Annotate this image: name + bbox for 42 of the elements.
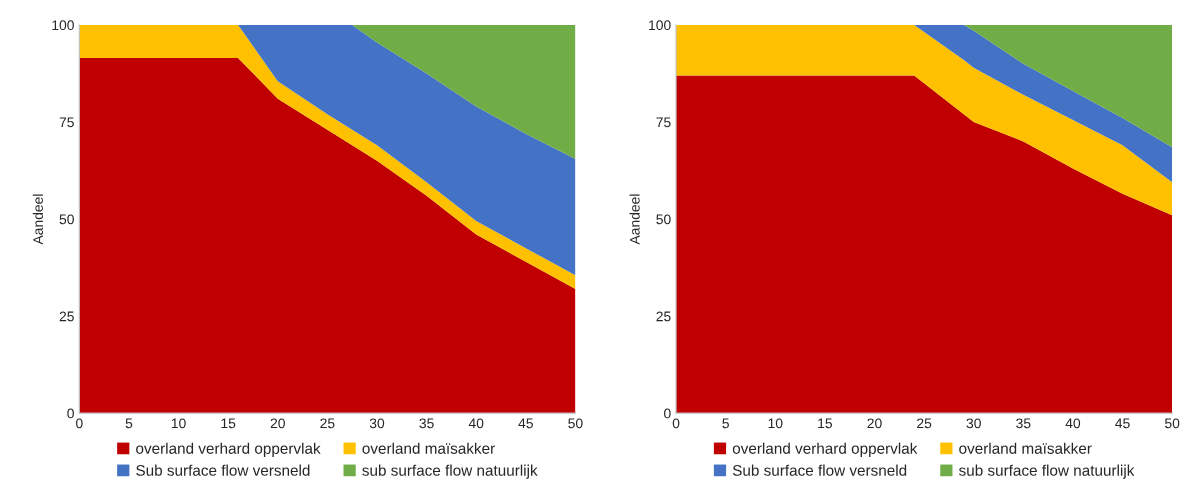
x-tick-label: 50 bbox=[568, 418, 583, 429]
x-tick-label: 20 bbox=[867, 418, 882, 429]
x-tick-label: 0 bbox=[672, 418, 680, 429]
y-axis-title: Aandeel bbox=[32, 194, 43, 245]
x-tick-label: 35 bbox=[1016, 418, 1031, 429]
x-tick-label: 50 bbox=[1164, 418, 1180, 429]
y-tick-label: 25 bbox=[59, 311, 74, 322]
y-tick-label: 0 bbox=[67, 408, 74, 419]
x-tick-label: 10 bbox=[768, 418, 783, 429]
legend-label: overland verhard oppervlak bbox=[136, 442, 321, 457]
legend-label: overland maïsakker bbox=[959, 442, 1092, 454]
x-tick-label: 0 bbox=[76, 418, 83, 429]
x-tick-label: 25 bbox=[917, 418, 932, 429]
legend-label: Sub surface flow versneld bbox=[136, 464, 310, 476]
legend-label: overland verhard oppervlak bbox=[732, 442, 918, 457]
x-tick-label: 40 bbox=[1065, 418, 1081, 429]
y-tick-label: 0 bbox=[664, 408, 671, 419]
x-tick-label: 45 bbox=[1115, 418, 1130, 429]
x-tick-label: 40 bbox=[468, 418, 484, 429]
x-tick-label: 30 bbox=[966, 418, 981, 429]
legend-label: sub surface flow natuurlijk bbox=[959, 464, 1135, 479]
y-tick-label: 75 bbox=[59, 117, 74, 128]
x-tick-label: 30 bbox=[369, 418, 385, 429]
x-tick-label: 10 bbox=[171, 418, 186, 429]
y-tick-label: 50 bbox=[59, 214, 74, 225]
y-tick-label: 25 bbox=[656, 311, 671, 322]
x-tick-label: 20 bbox=[270, 418, 285, 429]
x-tick-label: 25 bbox=[320, 418, 335, 429]
y-tick-label: 75 bbox=[656, 117, 671, 128]
legend-label: sub surface flow natuurlijk bbox=[362, 464, 538, 479]
x-tick-label: 45 bbox=[518, 418, 533, 429]
y-tick-label: 50 bbox=[656, 214, 671, 225]
x-tick-label: 5 bbox=[722, 418, 729, 429]
y-axis-title: Aandeel bbox=[629, 194, 640, 245]
y-tick-label: 100 bbox=[52, 20, 74, 31]
y-tick-label: 100 bbox=[649, 20, 671, 31]
legend-label: Sub surface flow versneld bbox=[732, 464, 907, 476]
x-tick-label: 35 bbox=[419, 418, 434, 429]
legend-label: overland maïsakker bbox=[362, 442, 495, 454]
x-tick-label: 5 bbox=[125, 418, 133, 429]
x-tick-label: 15 bbox=[221, 418, 236, 429]
x-tick-label: 15 bbox=[818, 418, 833, 429]
